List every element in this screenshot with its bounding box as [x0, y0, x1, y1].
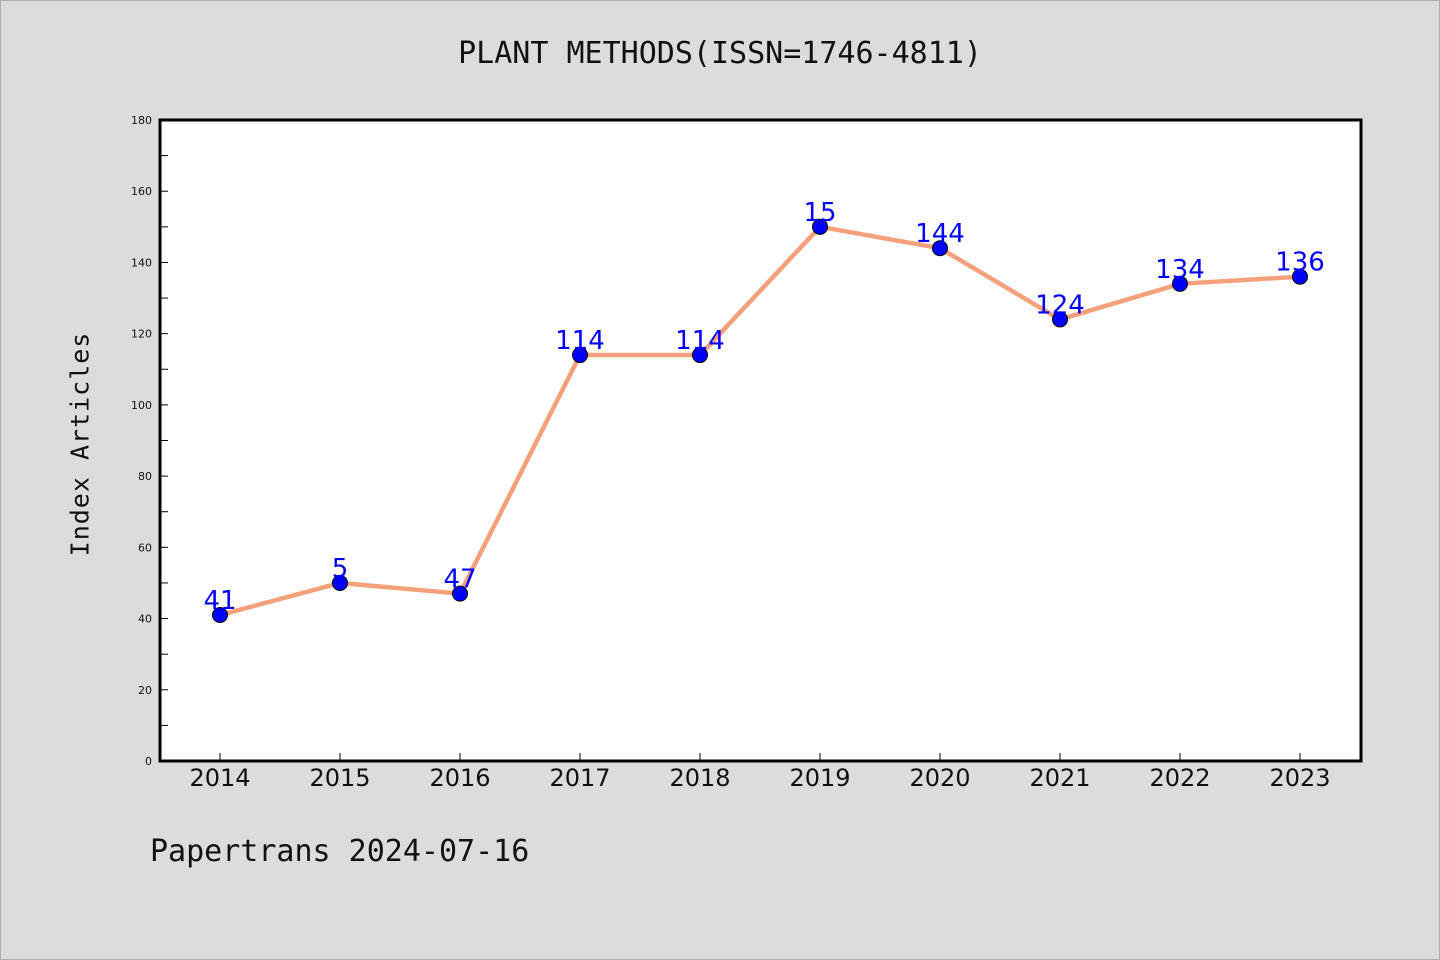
x-tick-label: 2017 [549, 764, 610, 792]
data-point [332, 574, 348, 591]
x-tick-label: 2018 [669, 764, 730, 792]
y-tick-label: 20 [138, 684, 152, 697]
data-point [452, 585, 468, 602]
series-line [217, 224, 1303, 618]
x-axis: 2014 2015 2016 2017 2018 2019 2020 2021 2022 2023 [189, 753, 1331, 792]
data-label: 124 [1035, 290, 1085, 320]
y-tick-label: 40 [138, 613, 152, 626]
y-tick-label: 180 [131, 114, 152, 127]
data-label: 5 [332, 554, 349, 584]
y-axis: 0 20 40 60 80 100 120 140 160 180 [131, 114, 168, 768]
y-tick-label: 120 [131, 328, 152, 341]
x-tick-label: 2023 [1269, 764, 1330, 792]
data-point [812, 218, 828, 235]
data-point [932, 240, 948, 257]
y-tick-label: 140 [131, 256, 152, 269]
y-tick-label: 80 [138, 470, 152, 483]
y-tick-label: 0 [145, 755, 152, 768]
data-label: 47 [443, 565, 476, 595]
data-point [212, 606, 228, 623]
y-tick-label: 100 [131, 399, 152, 412]
data-label: 114 [675, 326, 725, 356]
data-point [1172, 275, 1188, 292]
chart-title: PLANT METHODS(ISSN=1746-4811) [458, 36, 982, 71]
x-tick-label: 2016 [429, 764, 490, 792]
y-tick-label: 60 [138, 541, 152, 554]
y-tick-label: 160 [131, 185, 152, 198]
x-tick-label: 2014 [189, 764, 250, 792]
x-tick-label: 2021 [1029, 764, 1090, 792]
footer-note: Papertrans 2024-07-16 [150, 834, 530, 869]
x-tick-label: 2019 [789, 764, 850, 792]
data-label: 136 [1275, 248, 1325, 278]
data-label: 15 [803, 198, 836, 228]
data-labels: 41 5 47 114 114 15 144 124 134 136 [203, 198, 1324, 616]
plot-area [158, 118, 1363, 763]
data-label: 41 [203, 586, 236, 616]
data-point [572, 347, 588, 364]
data-label: 144 [915, 219, 965, 249]
data-label: 114 [555, 326, 605, 356]
x-tick-label: 2015 [309, 764, 370, 792]
x-tick-label: 2020 [909, 764, 970, 792]
data-label: 134 [1155, 255, 1205, 285]
x-tick-label: 2022 [1149, 764, 1210, 792]
data-series [212, 218, 1308, 623]
data-point [1292, 268, 1308, 285]
data-point [692, 347, 708, 364]
data-point [1052, 311, 1068, 328]
